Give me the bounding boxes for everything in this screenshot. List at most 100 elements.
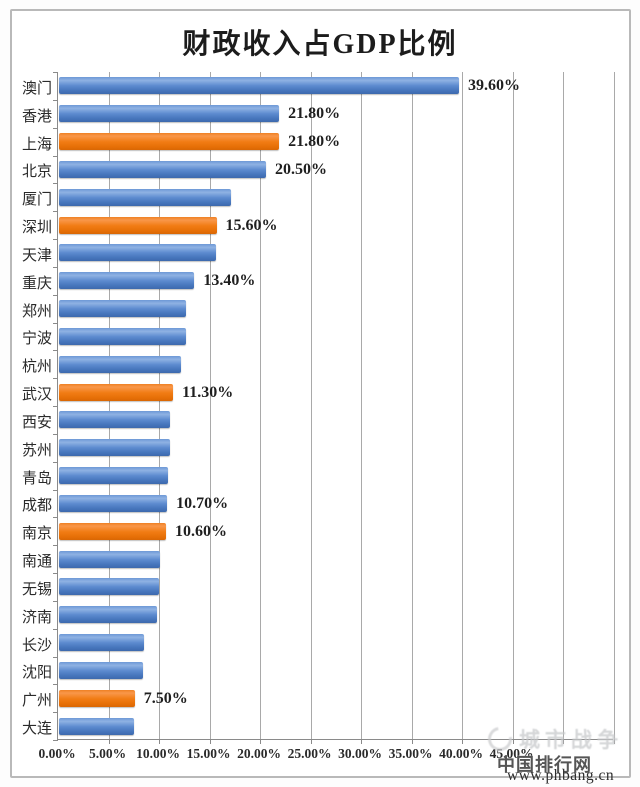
y-axis-tick [53, 350, 58, 352]
y-axis-tick [53, 740, 58, 741]
value-label: 20.50% [275, 160, 328, 178]
gridline [563, 72, 564, 739]
y-axis-tick [53, 211, 58, 213]
category-label: 香港 [21, 108, 52, 125]
y-axis-tick [53, 573, 58, 574]
gridline [310, 72, 312, 739]
bar-长沙 [59, 634, 144, 652]
site-watermark: www.phbang.cn [507, 767, 615, 784]
category-label: 南通 [21, 554, 52, 571]
category-label: 苏州 [21, 442, 52, 459]
gridline [209, 72, 211, 739]
category-label: 沈阳 [21, 665, 52, 682]
bar-武汉 [59, 383, 174, 401]
y-axis-tick [53, 433, 58, 435]
y-axis-tick [53, 378, 58, 380]
category-label: 无锡 [21, 581, 52, 598]
bar-南京 [59, 522, 167, 540]
value-label: 39.60% [467, 77, 520, 95]
value-label: 13.40% [203, 272, 256, 290]
category-label: 青岛 [21, 470, 52, 487]
y-axis-tick [53, 239, 58, 240]
category-label: 西安 [21, 414, 52, 431]
x-axis-tick [411, 739, 413, 744]
gridline [411, 72, 413, 739]
x-axis-label: 20.00% [237, 746, 281, 761]
category-label: 重庆 [21, 275, 52, 292]
bar-广州 [59, 689, 135, 707]
bar-澳门 [59, 77, 459, 95]
category-label: 广州 [21, 693, 52, 710]
y-axis-tick [53, 461, 58, 463]
x-axis-tick [613, 739, 615, 744]
gridline [260, 72, 261, 739]
x-axis-tick [209, 739, 211, 744]
x-axis-label: 5.00% [88, 746, 127, 761]
gridline [462, 72, 463, 739]
category-label: 长沙 [21, 637, 52, 654]
category-label: 厦门 [21, 192, 52, 209]
x-axis-label: 0.00% [38, 746, 76, 761]
value-label: 21.80% [288, 105, 341, 123]
y-axis-tick [53, 155, 58, 157]
value-label: 7.50% [143, 689, 188, 707]
y-axis-tick [53, 72, 58, 73]
category-label: 成都 [21, 498, 52, 515]
x-axis-tick [512, 739, 514, 744]
x-axis-tick [260, 739, 261, 744]
value-label: 15.60% [225, 216, 278, 234]
category-label: 深圳 [21, 220, 52, 237]
value-label: 11.30% [182, 383, 234, 401]
bar-西安 [59, 411, 171, 429]
category-label: 南京 [21, 526, 52, 543]
bar-郑州 [59, 300, 187, 318]
category-label: 天津 [21, 247, 52, 264]
y-axis-tick [53, 600, 58, 602]
y-axis-tick [53, 628, 58, 630]
plot-area: 39.60% 21.80% 21.80% 20.50% 15.60% 13.40% 11.3… [53, 72, 615, 744]
value-label: 21.80% [288, 133, 341, 151]
bar-厦门 [59, 188, 231, 206]
x-axis-tick [462, 739, 463, 744]
y-axis-tick [53, 406, 58, 407]
y-axis-tick [53, 127, 58, 129]
bar-沈阳 [59, 661, 143, 679]
category-label: 上海 [21, 136, 52, 153]
x-axis-label: 10.00% [136, 746, 180, 761]
bar-北京 [59, 160, 267, 178]
y-axis-tick [53, 322, 58, 324]
bar-济南 [59, 606, 157, 624]
x-axis-tick [108, 739, 110, 744]
category-label: 济南 [21, 609, 52, 626]
x-axis-label: 30.00% [338, 746, 382, 761]
x-axis-tick [361, 739, 362, 744]
bar-苏州 [59, 439, 171, 457]
category-label: 北京 [21, 164, 52, 181]
category-label: 宁波 [21, 331, 52, 348]
x-axis-label: 40.00% [439, 746, 483, 761]
gridline [159, 72, 160, 739]
gridline [108, 72, 110, 739]
y-axis-tick [53, 266, 58, 268]
gridline [361, 72, 362, 739]
bar-宁波 [59, 327, 187, 345]
y-axis-tick [53, 656, 58, 658]
bar-重庆 [59, 272, 195, 290]
gridline [512, 72, 514, 739]
category-label: 澳门 [21, 80, 52, 97]
category-label: 郑州 [21, 303, 52, 320]
bar-大连 [59, 717, 134, 735]
bar-青岛 [59, 467, 169, 485]
y-axis-tick [53, 489, 58, 491]
bar-成都 [59, 494, 168, 512]
y-axis-tick [53, 545, 58, 547]
x-axis-tick [310, 739, 312, 744]
x-axis-label: 25.00% [287, 746, 332, 761]
value-label: 10.60% [175, 522, 228, 540]
bar-无锡 [59, 578, 159, 596]
gridline [613, 72, 615, 739]
bar-南通 [59, 550, 160, 568]
y-axis-tick [53, 99, 58, 101]
y-axis-tick [53, 684, 58, 686]
value-label: 10.70% [176, 494, 229, 512]
